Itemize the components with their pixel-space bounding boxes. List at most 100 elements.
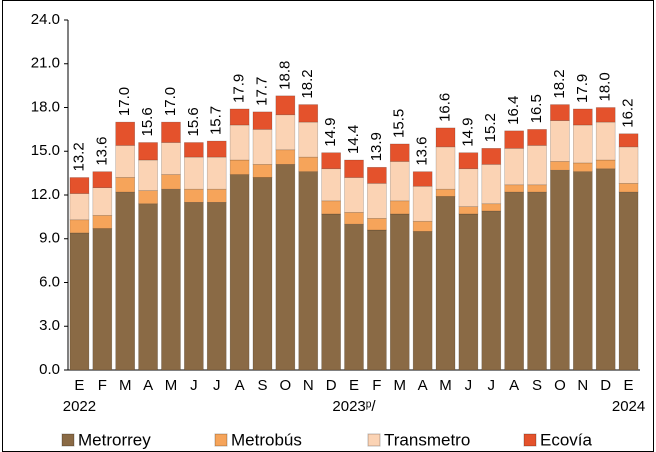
bar-segment [618, 183, 639, 193]
bar-segment [527, 145, 547, 186]
bar-segment [527, 184, 547, 193]
bar-segment [275, 114, 296, 151]
legend-label: Metrorrey [78, 430, 151, 449]
x-tick-label: O [554, 377, 566, 394]
y-tick-label: 6.0 [39, 273, 60, 290]
total-label: 16.2 [620, 99, 637, 128]
bar-segment [321, 200, 341, 215]
legend-label: Ecovía [540, 430, 593, 449]
bar-segment [184, 156, 204, 190]
legend-swatch [214, 433, 228, 447]
bar-segment [344, 177, 364, 213]
bar-segment [69, 193, 90, 221]
x-tick-label: J [465, 377, 473, 394]
bar-segment [206, 156, 227, 190]
bar-segment [458, 206, 479, 215]
bar-segment [184, 188, 204, 203]
bar-segment [367, 183, 387, 219]
bar-segment [344, 223, 364, 371]
x-tick-label: J [213, 377, 221, 394]
x-tick-label: F [372, 377, 381, 394]
y-tick-label: 21.0 [31, 55, 60, 72]
bar-segment [527, 191, 547, 371]
y-tick-label: 18.0 [31, 98, 60, 115]
total-label: 15.6 [185, 107, 202, 136]
bar-segment [389, 200, 410, 215]
x-tick-label: S [257, 377, 267, 394]
bar-segment [298, 171, 319, 371]
bar-segment [252, 177, 273, 371]
bar-segment [206, 140, 227, 158]
total-label: 15.7 [208, 106, 225, 135]
bar-segment [161, 188, 181, 371]
x-tick-label: E [349, 377, 359, 394]
bar-segment [115, 121, 135, 146]
total-label: 13.2 [70, 142, 87, 171]
x-tick-label: F [98, 377, 107, 394]
x-tick-label: M [439, 377, 452, 394]
legend-swatch [367, 433, 381, 447]
bar-segment [412, 171, 433, 187]
bar-segment [595, 159, 616, 170]
bar-segment [481, 203, 502, 212]
bar-segment [435, 146, 456, 190]
bar-segment [412, 220, 433, 232]
x-tick-label: S [532, 377, 542, 394]
bar-segment [138, 159, 158, 191]
x-tick-label: A [143, 377, 153, 394]
bar-segment [344, 212, 364, 225]
x-tick-label: N [577, 377, 588, 394]
bar-segment [92, 171, 113, 189]
bar-segment [595, 121, 616, 161]
bar-segment [184, 142, 204, 158]
bar-segment [412, 185, 433, 222]
total-label: 14.9 [322, 118, 339, 147]
bar-segment [161, 142, 181, 175]
bar-segment [69, 177, 90, 194]
year-label: 2022 [63, 398, 96, 415]
bar-segment [92, 228, 113, 371]
x-tick-label: A [235, 377, 245, 394]
bar-segment [298, 121, 319, 158]
total-label: 16.5 [528, 94, 545, 123]
bar-segment [481, 164, 502, 205]
bar-segment [206, 201, 227, 371]
total-label: 13.6 [414, 136, 431, 165]
bar-segment [550, 120, 570, 162]
bar-segment [344, 159, 364, 178]
bar-segment [367, 218, 387, 231]
bar-segment [161, 174, 181, 190]
year-label: 2024 [612, 398, 645, 415]
total-label: 18.2 [551, 69, 568, 98]
bar-segment [458, 168, 479, 207]
bar-segment [367, 229, 387, 371]
bar-segment [458, 152, 479, 170]
bar-segment [138, 190, 158, 205]
bar-segment [367, 166, 387, 184]
bar-segment [298, 104, 319, 123]
total-label: 14.9 [459, 118, 476, 147]
bar-segment [321, 168, 341, 202]
bar-segment [572, 171, 593, 371]
total-label: 17.7 [253, 77, 270, 106]
bar-segment [69, 232, 90, 371]
bar-segment [618, 191, 639, 371]
bar-segment [412, 231, 433, 371]
bar-segment [389, 213, 410, 371]
bar-segment [572, 162, 593, 172]
bar-segment [275, 149, 296, 165]
bar-segment [618, 146, 639, 184]
bar-segment [92, 187, 113, 216]
bar-segment [550, 161, 570, 171]
x-tick-label: E [624, 377, 634, 394]
x-tick-label: J [190, 377, 198, 394]
x-tick-label: M [394, 377, 407, 394]
bar-segment [252, 111, 273, 130]
bar-segment [206, 188, 227, 203]
bar-segment [435, 196, 456, 371]
y-tick-label: 0.0 [39, 361, 60, 378]
total-label: 18.2 [299, 69, 316, 98]
bar-segment [252, 164, 273, 178]
bar-segment [504, 130, 524, 149]
